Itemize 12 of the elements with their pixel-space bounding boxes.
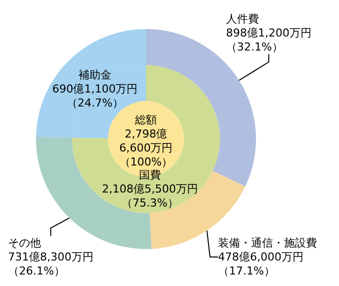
- data-label: 731億8,300万円（26.1%）: [8, 250, 94, 278]
- slice-label: 補助金: [78, 68, 112, 82]
- data-label: 478億6,000万円（17.1%）: [218, 250, 304, 278]
- data-label: 2,108億5,500万円（75.3%）: [102, 182, 198, 210]
- slice-label: 人件費: [226, 12, 259, 26]
- data-label: 2,798億6,600万円（100%）: [119, 128, 173, 168]
- slice-label: 装備・通信・施設費: [218, 236, 317, 250]
- slice-label: 国費: [139, 168, 161, 182]
- data-label: 690億1,100万円（24.7%）: [52, 82, 138, 110]
- slice-label: 総額: [134, 114, 157, 126]
- data-label: 898億1,200万円（32.1%）: [226, 26, 312, 54]
- slice-label: その他: [8, 236, 41, 250]
